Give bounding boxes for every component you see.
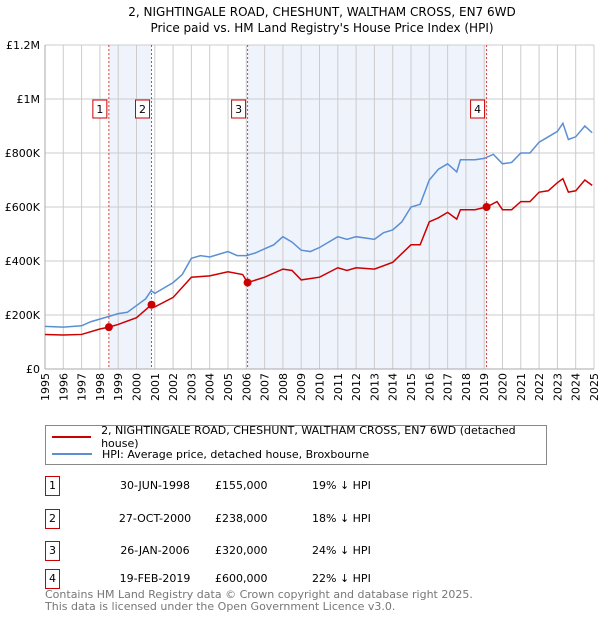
sale-number: 4: [45, 569, 60, 589]
sale-point: [104, 323, 113, 332]
sale-price: £600,000: [215, 572, 268, 585]
sale-date: 27-OCT-2000: [118, 512, 192, 525]
x-tick-label: 2013: [368, 373, 381, 401]
sale-label-2: 2: [135, 99, 151, 119]
y-tick-label: £600K: [5, 201, 41, 214]
x-tick-label: 2014: [387, 373, 400, 401]
x-tick-label: 2019: [478, 373, 491, 401]
legend-swatch-red: [52, 436, 92, 438]
sale-date: 26-JAN-2006: [120, 544, 190, 557]
footer-line: This data is licensed under the Open Gov…: [45, 600, 396, 613]
x-tick-label: 2016: [423, 373, 436, 401]
x-tick-label: 1996: [57, 373, 70, 401]
x-tick-label: 2003: [185, 373, 198, 401]
sale-label-1: 1: [92, 99, 108, 119]
x-tick-label: 1997: [76, 373, 89, 401]
y-tick-label: £400K: [5, 255, 41, 268]
chart-subtitle: Price paid vs. HM Land Registry's House …: [150, 21, 493, 35]
x-tick-label: 2024: [570, 373, 583, 401]
x-tick-label: 2018: [460, 373, 473, 401]
sale-hpi-diff: 22% ↓ HPI: [312, 572, 371, 585]
chart-title: 2, NIGHTINGALE ROAD, CHESHUNT, WALTHAM C…: [128, 5, 516, 19]
sale-price: £238,000: [215, 512, 268, 525]
x-tick-label: 2015: [405, 373, 418, 401]
x-tick-label: 2009: [295, 373, 308, 401]
series-line: [44, 121, 593, 328]
sale-point: [243, 278, 252, 287]
x-tick-label: 2005: [222, 373, 235, 401]
y-tick-label: £800K: [5, 147, 41, 160]
x-tick-label: 2001: [149, 373, 162, 401]
sale-hpi-diff: 18% ↓ HPI: [312, 512, 371, 525]
x-tick-label: 2012: [350, 373, 363, 401]
x-tick-label: 2010: [314, 373, 327, 401]
y-tick-label: £0: [26, 363, 40, 376]
sale-hpi-diff: 19% ↓ HPI: [312, 479, 371, 492]
sale-date: 30-JUN-1998: [119, 479, 191, 492]
y-tick-label: £1.2M: [6, 39, 40, 52]
sale-label-text: 1: [96, 103, 103, 116]
legend: 2, NIGHTINGALE ROAD, CHESHUNT, WALTHAM C…: [45, 424, 547, 465]
sale-label-4: 4: [470, 99, 486, 119]
sale-label-box: [92, 99, 108, 119]
sale-label-text: 2: [139, 103, 146, 116]
legend-item-property: 2, NIGHTINGALE ROAD, CHESHUNT, WALTHAM C…: [52, 424, 546, 450]
table-row: 3 26-JAN-2006 £320,000 24% ↓ HPI: [45, 541, 445, 561]
x-tick-label: 2004: [204, 373, 217, 401]
x-tick-label: 2023: [551, 373, 564, 401]
sale-number: 1: [45, 476, 60, 496]
x-tick-label: 1999: [112, 373, 125, 401]
x-tick-label: 2025: [588, 373, 600, 401]
sale-price: £320,000: [215, 544, 268, 557]
sale-date: 19-FEB-2019: [119, 572, 191, 585]
table-row: 2 27-OCT-2000 £238,000 18% ↓ HPI: [45, 509, 445, 529]
x-tick-label: 2008: [277, 373, 290, 401]
legend-item-hpi: HPI: Average price, detached house, Brox…: [52, 446, 369, 462]
sale-label-box: [231, 99, 247, 119]
footer: Contains HM Land Registry data © Crown c…: [45, 589, 473, 613]
sale-point: [147, 300, 156, 309]
x-tick-label: 1998: [94, 373, 107, 401]
sale-label-box: [470, 99, 486, 119]
x-tick-label: 2020: [497, 373, 510, 401]
x-tick-label: 2022: [533, 373, 546, 401]
sale-number: 2: [45, 509, 60, 529]
y-tick-label: £200K: [5, 309, 41, 322]
x-tick-label: 2006: [240, 373, 253, 401]
sale-label-text: 3: [235, 103, 242, 116]
x-tick-label: 2011: [332, 373, 345, 401]
x-tick-label: 2017: [442, 373, 455, 401]
y-tick-label: £1M: [17, 93, 41, 106]
sale-point: [482, 203, 491, 211]
sale-label-box: [135, 99, 151, 119]
sale-hpi-diff: 24% ↓ HPI: [312, 544, 371, 557]
footer-line: Contains HM Land Registry data © Crown c…: [45, 588, 473, 601]
x-tick-label: 1995: [39, 373, 52, 401]
legend-label: HPI: Average price, detached house, Brox…: [102, 447, 370, 461]
sale-label-text: 4: [474, 103, 481, 116]
price-chart: 2, NIGHTINGALE ROAD, CHESHUNT, WALTHAM C…: [5, 5, 600, 401]
legend-label: 2, NIGHTINGALE ROAD, CHESHUNT, WALTHAM C…: [101, 424, 516, 450]
x-tick-label: 2000: [131, 373, 144, 401]
table-row: 1 30-JUN-1998 £155,000 19% ↓ HPI: [45, 476, 445, 496]
x-tick-label: 2002: [167, 373, 180, 401]
legend-swatch-blue: [52, 453, 92, 455]
x-tick-label: 2007: [259, 373, 272, 401]
sale-price: £155,000: [215, 479, 268, 492]
table-row: 4 19-FEB-2019 £600,000 22% ↓ HPI: [45, 569, 445, 589]
sale-number: 3: [45, 541, 60, 561]
x-tick-label: 2021: [515, 373, 528, 401]
sale-label-3: 3: [231, 99, 247, 119]
